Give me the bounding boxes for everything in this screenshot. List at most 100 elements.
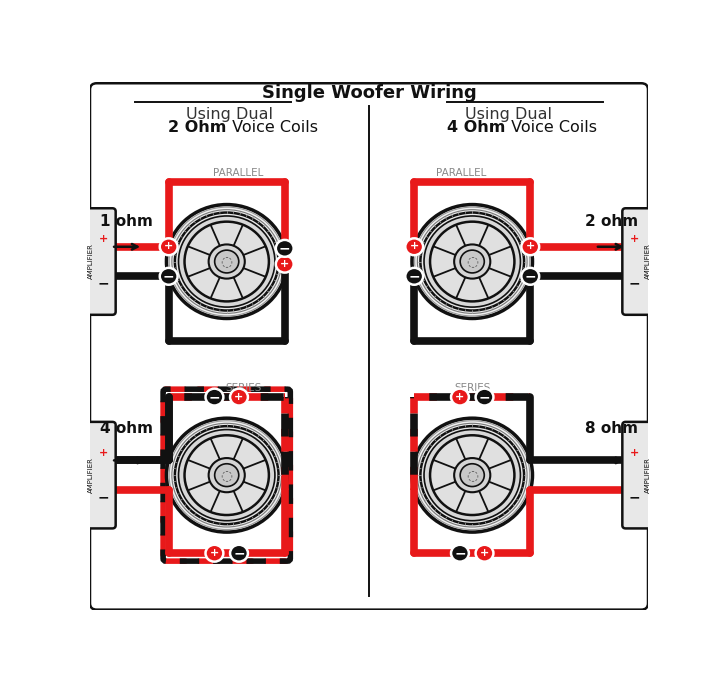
Circle shape: [460, 464, 485, 486]
Circle shape: [276, 256, 294, 273]
Text: +: +: [235, 392, 243, 401]
Circle shape: [424, 216, 521, 307]
Circle shape: [454, 245, 490, 279]
Text: +: +: [526, 241, 535, 251]
Circle shape: [230, 388, 248, 406]
Text: +: +: [630, 234, 639, 245]
Circle shape: [205, 545, 223, 562]
Text: +: +: [480, 548, 489, 558]
Text: +: +: [164, 241, 174, 251]
Text: +: +: [455, 392, 464, 401]
Text: 2 ohm: 2 ohm: [585, 214, 639, 229]
Text: ◌: ◌: [466, 255, 478, 269]
Circle shape: [451, 545, 469, 562]
Circle shape: [166, 205, 287, 319]
Circle shape: [521, 268, 539, 285]
Circle shape: [405, 238, 423, 256]
Text: −: −: [454, 546, 466, 560]
Circle shape: [451, 388, 469, 406]
Circle shape: [160, 238, 178, 256]
FancyBboxPatch shape: [650, 478, 666, 508]
Text: 2 Ohm: 2 Ohm: [168, 120, 227, 135]
Text: AMPLIFIER: AMPLIFIER: [644, 457, 650, 493]
Circle shape: [209, 458, 245, 493]
FancyBboxPatch shape: [80, 208, 116, 315]
Circle shape: [430, 222, 514, 301]
Circle shape: [420, 212, 524, 310]
Text: +: +: [630, 448, 639, 458]
Text: +: +: [99, 234, 108, 245]
Text: AMPLIFIER: AMPLIFIER: [644, 244, 650, 279]
Circle shape: [215, 250, 239, 273]
Text: +: +: [210, 548, 219, 558]
Text: ◌: ◌: [220, 468, 233, 482]
Text: SERIES: SERIES: [225, 383, 261, 393]
Circle shape: [476, 545, 493, 562]
Text: AMPLIFIER: AMPLIFIER: [88, 457, 94, 493]
Circle shape: [430, 435, 514, 515]
Text: ◌: ◌: [466, 468, 478, 482]
Circle shape: [424, 429, 521, 521]
Circle shape: [405, 268, 423, 285]
Circle shape: [411, 417, 534, 533]
Text: −: −: [209, 390, 220, 404]
Text: −: −: [629, 490, 640, 504]
Text: −: −: [479, 390, 490, 404]
Text: −: −: [233, 546, 245, 560]
Circle shape: [166, 417, 288, 533]
Circle shape: [215, 464, 239, 486]
Text: PARALLEL: PARALLEL: [212, 169, 263, 178]
FancyBboxPatch shape: [650, 229, 666, 259]
Circle shape: [160, 268, 178, 285]
FancyBboxPatch shape: [80, 422, 116, 528]
Circle shape: [420, 426, 524, 524]
Circle shape: [276, 240, 294, 257]
Text: SERIES: SERIES: [454, 383, 490, 393]
Circle shape: [175, 212, 279, 310]
Text: −: −: [279, 241, 291, 256]
Circle shape: [179, 429, 275, 521]
Text: −: −: [524, 269, 536, 284]
Circle shape: [184, 222, 269, 301]
FancyBboxPatch shape: [72, 443, 88, 473]
Text: −: −: [629, 277, 640, 290]
FancyBboxPatch shape: [650, 264, 666, 294]
Circle shape: [521, 238, 539, 256]
Text: 4 Ohm: 4 Ohm: [447, 120, 505, 135]
Text: Using Dual: Using Dual: [186, 108, 273, 123]
Text: 1 ohm: 1 ohm: [100, 214, 153, 229]
Text: Using Dual: Using Dual: [465, 108, 552, 123]
Text: 8 ohm: 8 ohm: [585, 421, 638, 436]
FancyBboxPatch shape: [622, 208, 658, 315]
Circle shape: [230, 545, 248, 562]
Circle shape: [454, 458, 490, 493]
Text: +: +: [410, 241, 419, 251]
FancyBboxPatch shape: [650, 443, 666, 473]
Circle shape: [411, 203, 534, 320]
Circle shape: [205, 388, 223, 406]
FancyBboxPatch shape: [72, 264, 88, 294]
Circle shape: [209, 245, 245, 279]
Circle shape: [179, 216, 275, 307]
Text: −: −: [163, 269, 174, 284]
Text: +: +: [280, 259, 289, 269]
Text: PARALLEL: PARALLEL: [436, 169, 486, 178]
Circle shape: [412, 205, 533, 319]
Text: Voice Coils: Voice Coils: [227, 120, 318, 135]
FancyBboxPatch shape: [72, 229, 88, 259]
Circle shape: [412, 418, 533, 532]
Circle shape: [460, 250, 485, 273]
Circle shape: [166, 203, 288, 320]
Text: Voice Coils: Voice Coils: [505, 120, 597, 135]
Text: −: −: [408, 269, 420, 284]
Circle shape: [175, 426, 279, 524]
FancyBboxPatch shape: [622, 422, 658, 528]
Circle shape: [476, 388, 493, 406]
Circle shape: [184, 435, 269, 515]
FancyBboxPatch shape: [72, 478, 88, 508]
Text: AMPLIFIER: AMPLIFIER: [88, 244, 94, 279]
Circle shape: [166, 418, 287, 532]
Text: 4 ohm: 4 ohm: [100, 421, 153, 436]
Text: Single Woofer Wiring: Single Woofer Wiring: [261, 84, 477, 101]
Text: +: +: [99, 448, 108, 458]
